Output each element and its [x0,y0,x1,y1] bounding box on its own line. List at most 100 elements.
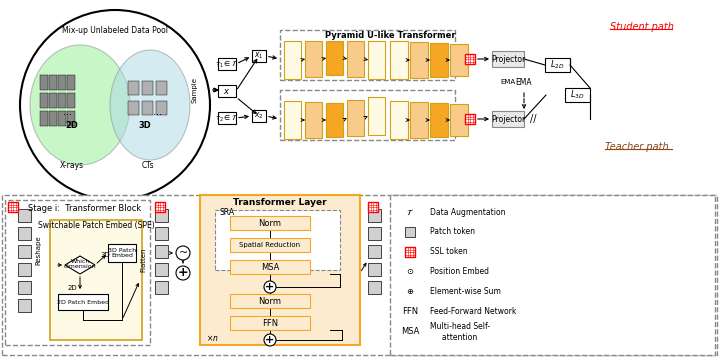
Text: +: + [266,282,274,292]
Text: $x_2$: $x_2$ [254,111,264,121]
Text: SSL token: SSL token [430,248,467,256]
Text: Norm: Norm [258,219,282,228]
Bar [280,30,455,80]
Bar [142,81,153,95]
Text: Pyramid U-like Transformer: Pyramid U-like Transformer [325,31,455,40]
Bar [155,202,165,212]
Bar [368,41,385,79]
Text: FFN: FFN [402,307,418,316]
Text: Sample: Sample [192,77,198,103]
Text: Multi-head Self-
     attention: Multi-head Self- attention [430,322,490,342]
Text: Position Embed: Position Embed [430,267,489,276]
Text: $\mathcal{T}$: $\mathcal{T}$ [406,207,414,217]
Bar [49,111,57,126]
Text: EMA: EMA [516,77,532,86]
Bar [5,200,150,345]
Bar [405,247,415,257]
Bar [67,111,75,126]
Circle shape [264,281,276,293]
Bar [58,93,66,108]
Text: 2D: 2D [66,121,78,130]
Bar [305,41,322,77]
Bar [284,41,301,79]
Bar [347,41,364,77]
Text: Patch token: Patch token [430,228,475,237]
Bar [155,281,168,294]
Bar [155,209,168,222]
Bar [565,88,590,102]
Text: Teacher path: Teacher path [605,142,669,152]
Text: Reshape: Reshape [35,235,41,265]
Bar [58,294,108,310]
Text: $x$: $x$ [223,86,230,95]
Bar [252,50,266,62]
Bar [218,85,236,97]
Bar [200,195,360,345]
Bar [218,58,236,70]
Bar [18,245,31,258]
Text: +: + [178,266,189,279]
Circle shape [176,266,190,280]
Bar [230,260,310,274]
Bar [405,227,415,237]
Bar [368,245,381,258]
Bar [230,316,310,330]
Text: Which
dimension: Which dimension [63,258,96,269]
Bar [305,102,322,138]
Bar [410,42,428,78]
Bar [49,75,57,90]
Text: 3D: 3D [139,121,151,130]
Text: $x_1$: $x_1$ [254,51,264,61]
Text: Projector: Projector [491,114,525,123]
Circle shape [20,10,210,200]
Bar [252,110,266,122]
Text: Stage i:  Transformer Block: Stage i: Transformer Block [28,203,142,212]
Bar [390,195,715,355]
Bar [347,100,364,136]
Text: Transformer Layer: Transformer Layer [233,198,327,207]
Text: ...: ... [153,107,163,117]
Text: ~: ~ [179,248,188,258]
Bar [368,97,385,135]
Text: 3D: 3D [100,252,110,258]
Bar [368,281,381,294]
Bar [50,220,142,340]
Text: +: + [266,335,274,345]
Bar [67,93,75,108]
Text: ⊕: ⊕ [407,288,413,297]
Text: MSA: MSA [261,262,279,271]
Bar [280,90,455,140]
Text: Projector: Projector [491,54,525,63]
Bar [465,54,475,64]
Bar [58,111,66,126]
Bar [450,44,468,76]
Bar [156,101,167,115]
Ellipse shape [30,45,130,165]
Bar [368,202,378,212]
Text: SRA: SRA [220,207,235,216]
Bar [155,227,168,240]
Bar [67,75,75,90]
Bar [368,263,381,276]
Text: $L_{2D}$: $L_{2D}$ [549,59,564,71]
Circle shape [264,334,276,346]
Text: Element-wise Sum: Element-wise Sum [430,288,501,297]
Bar [40,111,48,126]
Bar [128,101,139,115]
Text: $\tau_1\in\mathcal{T}$: $\tau_1\in\mathcal{T}$ [215,58,239,69]
Text: //: // [530,114,536,124]
Bar [155,263,168,276]
Bar [230,238,310,252]
Bar [49,93,57,108]
Bar [18,209,31,222]
Text: Mix-up Unlabeled Data Pool: Mix-up Unlabeled Data Pool [62,26,168,35]
Bar [492,51,524,67]
Text: Data Augmentation: Data Augmentation [430,207,505,216]
Text: Student path: Student path [610,22,674,32]
Polygon shape [65,256,95,274]
Text: Norm: Norm [258,297,282,306]
Bar [142,101,153,115]
Bar [390,101,408,139]
Bar [155,245,168,258]
Bar [218,112,236,124]
